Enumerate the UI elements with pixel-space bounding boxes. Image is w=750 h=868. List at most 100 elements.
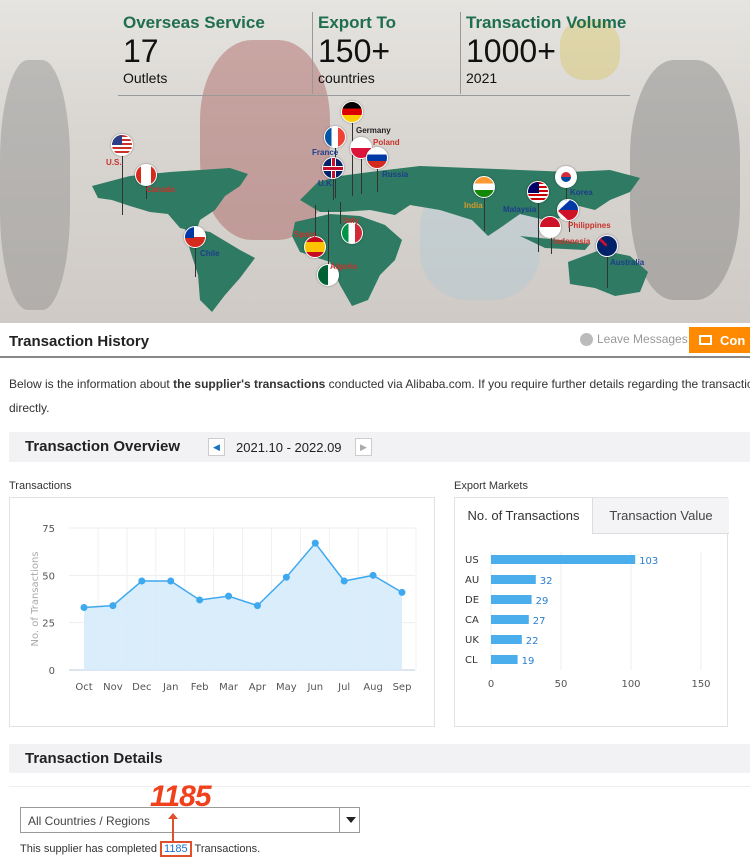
stat-value: 1000+ [466, 33, 556, 69]
data-point [138, 577, 146, 585]
bar [491, 635, 522, 644]
stat-value: 17 [123, 33, 159, 69]
data-point [311, 539, 319, 547]
data-point [369, 571, 377, 579]
country-label: France [312, 148, 339, 157]
bar [491, 595, 532, 604]
stat-export-to: Export To 150+ countries [318, 13, 396, 86]
us-flag-icon [111, 134, 133, 156]
russia-flag-icon [366, 147, 388, 169]
leave-messages-label: Leave Messages [597, 332, 688, 346]
message-icon [580, 332, 593, 346]
transactions-line-chart: 0 25 50 75 Oct Nov Dec Jan Feb Mar Apr May Jun Jul Aug… [30, 524, 417, 693]
intro-text-bold: the supplier's transactions [173, 377, 326, 391]
page-title: Transaction History [9, 333, 150, 350]
bar [491, 615, 529, 624]
stat-transaction-volume: Transaction Volume 1000+ 2021 [466, 13, 626, 86]
country-region-select[interactable]: All Countries / Regions [20, 807, 360, 833]
contact-supplier-button[interactable]: Con [689, 327, 750, 353]
data-label: 27 [533, 616, 546, 627]
y-tick-label: CA [465, 615, 479, 626]
data-point [340, 577, 348, 585]
next-period-button[interactable]: ▶ [355, 438, 372, 456]
data-label: 19 [522, 656, 535, 667]
bar [491, 555, 636, 564]
y-tick-label: AU [465, 575, 479, 586]
x-tick-label: Dec [132, 682, 151, 693]
country-label: Canada [146, 185, 175, 194]
divider [312, 12, 313, 94]
germany-flag-icon [341, 101, 363, 123]
completed-transactions-text: This supplier has completed 1185 Transac… [20, 841, 260, 857]
y-tick-label: US [465, 555, 479, 566]
italy-flag-icon [341, 222, 363, 244]
transactions-count-link[interactable]: 1185 [160, 841, 192, 857]
x-tick-label: Sep [393, 682, 412, 693]
divider [460, 12, 461, 94]
x-tick-label: Jun [306, 682, 323, 693]
y-tick-label: DE [465, 595, 479, 606]
select-value: All Countries / Regions [28, 814, 151, 828]
x-tick-label: Feb [191, 682, 209, 693]
australia-flag-icon [596, 235, 618, 257]
completed-text: This supplier has completed [20, 843, 161, 855]
series-line [83, 541, 403, 609]
tab-no-of-transactions[interactable]: No. of Transactions [455, 498, 592, 534]
stat-sub: Outlets [123, 70, 168, 86]
canada-flag-icon [135, 164, 157, 186]
annotation-arrow [172, 816, 174, 842]
x-tick-label: 100 [621, 679, 640, 690]
transactions-label: Transactions [9, 480, 72, 492]
leave-messages-link[interactable]: Leave Messages [580, 332, 688, 346]
x-tick-label: Jul [337, 682, 350, 693]
country-label: Philippines [568, 221, 611, 230]
divider [9, 786, 750, 787]
divider [118, 95, 630, 96]
philippines-flag-icon [557, 199, 579, 221]
country-label: Australia [610, 258, 645, 267]
transaction-details-header: Transaction Details [9, 744, 750, 773]
x-tick-label: 50 [555, 679, 568, 690]
date-range: 2021.10 - 2022.09 [236, 440, 342, 455]
data-point [80, 604, 88, 612]
stat-overseas-service: Overseas Service 17 Outlets [123, 13, 265, 86]
y-tick-label: 0 [49, 666, 55, 677]
stat-sub: 2021 [466, 70, 498, 86]
section-title: Transaction Details [25, 750, 163, 767]
south-america [185, 228, 255, 312]
algeria-flag-icon [317, 264, 339, 286]
country-label: Poland [373, 138, 400, 147]
country-label: Russia [382, 170, 409, 179]
x-tick-label: Aug [363, 682, 383, 693]
spain-flag-icon [304, 236, 326, 258]
contact-label: Con [720, 332, 746, 348]
data-point [167, 577, 175, 585]
area-fill [84, 543, 402, 670]
export-markets-label: Export Markets [454, 480, 528, 492]
y-tick-label: 25 [42, 619, 55, 630]
uk-flag-icon [322, 157, 344, 179]
y-tick-label: 75 [42, 524, 55, 535]
country-label: Indonesia [553, 237, 591, 246]
x-tick-label: May [276, 682, 297, 693]
chile-flag-icon [184, 226, 206, 248]
country-label: Italy [343, 216, 360, 225]
export-markets-bar-chart: 0 50 100 150 US 103 AU 32 DE 29 CA 27 UK 22 CL 19 [465, 552, 711, 690]
data-point [196, 596, 204, 604]
y-tick-label: UK [465, 635, 479, 646]
country-label: U.K. [318, 179, 334, 188]
stat-title: Overseas Service [123, 13, 265, 32]
intro-text-part: conducted via Alibaba.com. If you requir… [325, 377, 750, 391]
section-title: Transaction Overview [25, 438, 181, 455]
india-flag-icon [473, 176, 495, 198]
data-point [282, 573, 290, 581]
data-label: 103 [639, 556, 658, 567]
country-label: Korea [570, 188, 593, 197]
transaction-overview-header: Transaction Overview ◀ 2021.10 - 2022.09… [9, 432, 750, 462]
stat-title: Transaction Volume [466, 13, 627, 32]
tab-transaction-value[interactable]: Transaction Value [592, 498, 729, 534]
data-point [253, 602, 261, 610]
country-label: India [464, 201, 483, 210]
transaction-history-header: Transaction History Leave Messages Con [0, 323, 750, 358]
prev-period-button[interactable]: ◀ [208, 438, 225, 456]
